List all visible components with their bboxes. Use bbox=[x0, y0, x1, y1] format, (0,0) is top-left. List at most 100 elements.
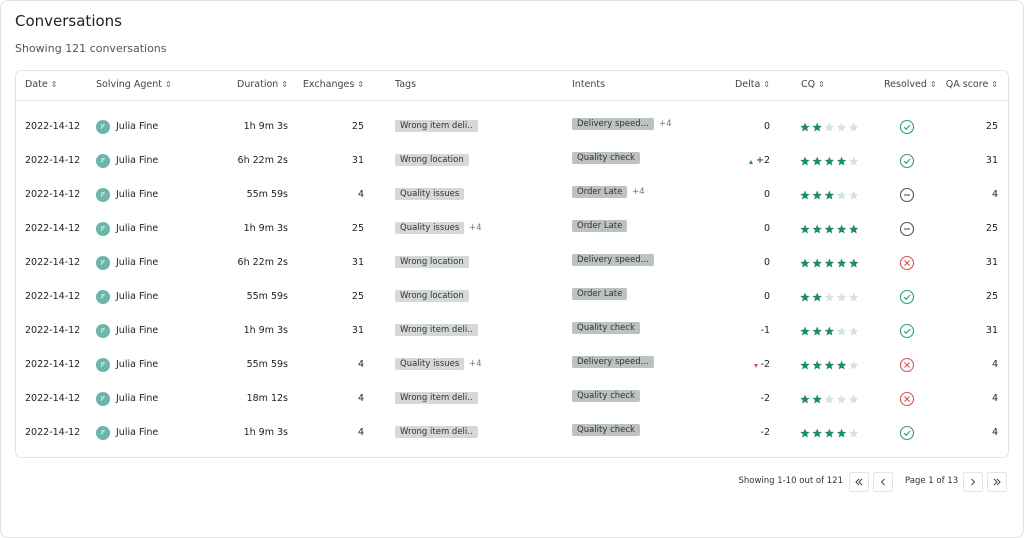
tag-chip: Quality issues bbox=[395, 188, 465, 200]
star bbox=[800, 122, 810, 132]
intent-chip: Order Late bbox=[572, 220, 628, 232]
exchanges: 4 bbox=[357, 427, 364, 438]
delta-trend bbox=[754, 364, 758, 368]
icon-part bbox=[903, 328, 911, 335]
exchanges: 31 bbox=[351, 155, 364, 166]
icon bbox=[993, 478, 1001, 486]
tag-chip: Wrong item deli.. bbox=[395, 120, 478, 132]
qa-score: 25 bbox=[985, 223, 998, 234]
date: 2022-14-12 bbox=[25, 393, 81, 404]
cq-stars bbox=[800, 122, 859, 132]
intent-chip: Quality check bbox=[572, 424, 640, 436]
qa-score: 31 bbox=[985, 325, 998, 336]
column-header[interactable]: Resolved bbox=[884, 79, 937, 90]
page-title: Conversations bbox=[15, 12, 122, 30]
exchanges: 4 bbox=[357, 393, 364, 404]
star bbox=[849, 190, 859, 200]
avatar: JF bbox=[96, 188, 110, 202]
intent-chip: Quality check bbox=[572, 152, 640, 164]
first-page-button[interactable] bbox=[849, 472, 869, 492]
star bbox=[824, 156, 835, 166]
resolved-status bbox=[899, 187, 915, 203]
delta: -1 bbox=[760, 325, 770, 336]
icon-part bbox=[899, 323, 915, 339]
star bbox=[812, 258, 822, 268]
next-page-button[interactable] bbox=[963, 472, 983, 492]
duration: 55m 59s bbox=[246, 189, 288, 200]
date: 2022-14-12 bbox=[25, 291, 81, 302]
agent-name: Julia Fine bbox=[116, 325, 159, 336]
star bbox=[849, 156, 859, 166]
icon-part bbox=[904, 396, 910, 402]
avatar: JF bbox=[96, 120, 110, 134]
agent-name: Julia Fine bbox=[116, 291, 159, 302]
star bbox=[849, 428, 859, 438]
star bbox=[849, 360, 859, 370]
star bbox=[836, 156, 847, 166]
star bbox=[836, 224, 847, 234]
exchanges: 25 bbox=[351, 291, 364, 302]
avatar: JF bbox=[96, 222, 110, 236]
icon-part bbox=[903, 430, 911, 437]
avatar: JF bbox=[96, 426, 110, 440]
prev-page-button[interactable] bbox=[873, 472, 893, 492]
star bbox=[824, 394, 835, 404]
column-header[interactable]: Exchanges bbox=[303, 79, 364, 90]
star bbox=[849, 292, 859, 302]
subtitle: Showing 121 conversations bbox=[15, 42, 167, 55]
star bbox=[800, 156, 810, 166]
icon-part bbox=[904, 260, 910, 266]
tag-more: +4 bbox=[469, 359, 482, 369]
column-header[interactable]: QA score bbox=[946, 79, 998, 90]
agent-name: Julia Fine bbox=[116, 427, 159, 438]
icon bbox=[880, 478, 885, 486]
duration: 18m 12s bbox=[246, 393, 288, 404]
icon-part bbox=[899, 187, 915, 203]
intent-chip: Order Late bbox=[572, 288, 628, 300]
resolved-status bbox=[899, 391, 915, 407]
icon-part bbox=[903, 294, 911, 301]
star bbox=[812, 224, 822, 234]
duration: 55m 59s bbox=[246, 291, 288, 302]
icon-part bbox=[899, 119, 915, 135]
avatar: JF bbox=[96, 256, 110, 270]
icon-part bbox=[899, 221, 915, 237]
icon bbox=[971, 478, 976, 486]
date: 2022-14-12 bbox=[25, 257, 81, 268]
duration: 55m 59s bbox=[246, 359, 288, 370]
date: 2022-14-12 bbox=[25, 427, 81, 438]
cq-stars bbox=[800, 428, 859, 438]
star bbox=[800, 258, 810, 268]
resolved-status bbox=[899, 119, 915, 135]
icon-part bbox=[904, 362, 910, 368]
star bbox=[824, 292, 835, 302]
cq-stars bbox=[800, 224, 859, 234]
column-header[interactable]: CQ bbox=[801, 79, 825, 90]
star bbox=[824, 190, 835, 200]
resolved-status bbox=[899, 425, 915, 441]
table-frame bbox=[15, 70, 1009, 458]
star bbox=[812, 360, 822, 370]
column-header[interactable]: Duration bbox=[237, 79, 288, 90]
column-header[interactable]: Date bbox=[25, 79, 57, 90]
star bbox=[800, 224, 810, 234]
star bbox=[836, 326, 847, 336]
cq-stars bbox=[800, 326, 859, 336]
star bbox=[824, 428, 835, 438]
resolved-status bbox=[899, 153, 915, 169]
last-page-button[interactable] bbox=[987, 472, 1007, 492]
column-header[interactable]: Delta bbox=[735, 79, 770, 90]
star bbox=[824, 360, 835, 370]
resolved-status bbox=[899, 221, 915, 237]
tag-chip: Wrong location bbox=[395, 256, 469, 268]
delta: 0 bbox=[763, 291, 770, 302]
column-header[interactable]: Solving Agent bbox=[96, 79, 172, 90]
star bbox=[836, 360, 847, 370]
star bbox=[849, 258, 859, 268]
star bbox=[849, 326, 859, 336]
star bbox=[824, 326, 835, 336]
qa-score: 31 bbox=[985, 257, 998, 268]
delta: 0 bbox=[763, 223, 770, 234]
star bbox=[812, 292, 822, 302]
star bbox=[836, 122, 847, 132]
